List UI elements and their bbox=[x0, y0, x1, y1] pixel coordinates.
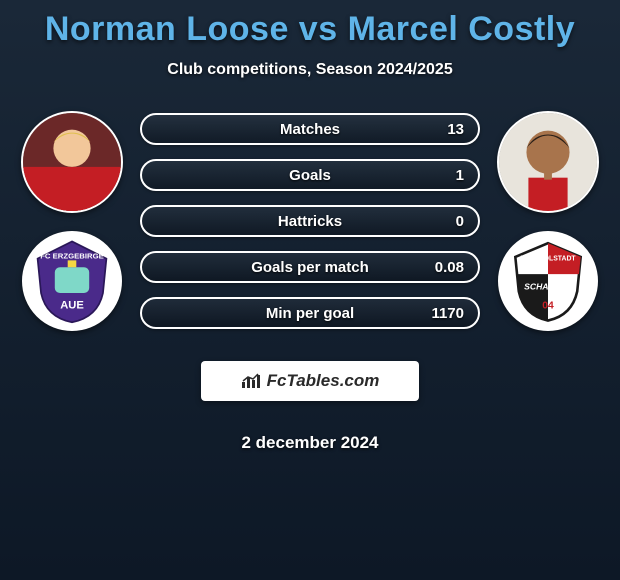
brand-logo: FcTables.com bbox=[201, 361, 419, 401]
stat-right-value: 13 bbox=[447, 121, 464, 138]
right-club-badge: FC INGOLSTADT SCHANZER 04 bbox=[498, 231, 598, 331]
svg-text:04: 04 bbox=[542, 301, 554, 312]
left-player-column: FC ERZGEBIRGE AUE bbox=[21, 107, 123, 331]
stat-right-value: 0 bbox=[456, 213, 464, 230]
stat-right-value: 0.08 bbox=[435, 259, 464, 276]
stat-label: Hattricks bbox=[278, 213, 342, 230]
stat-row-hattricks: Hattricks 0 bbox=[140, 205, 480, 237]
right-player-column: FC INGOLSTADT SCHANZER 04 bbox=[497, 107, 599, 331]
stat-right-value: 1 bbox=[456, 167, 464, 184]
person-icon bbox=[23, 111, 121, 213]
stats-column: Matches 13 Goals 1 Hattricks 0 Goals per… bbox=[135, 107, 485, 453]
subtitle: Club competitions, Season 2024/2025 bbox=[167, 61, 452, 79]
stat-label: Min per goal bbox=[266, 305, 354, 322]
left-club-badge: FC ERZGEBIRGE AUE bbox=[22, 231, 122, 331]
stat-row-gpm: Goals per match 0.08 bbox=[140, 251, 480, 283]
page-title: Norman Loose vs Marcel Costly bbox=[45, 10, 575, 49]
stat-row-mpg: Min per goal 1170 bbox=[140, 297, 480, 329]
comparison-card: Norman Loose vs Marcel Costly Club compe… bbox=[0, 0, 620, 463]
bar-chart-icon bbox=[241, 372, 263, 390]
club-crest-icon: FC INGOLSTADT SCHANZER 04 bbox=[505, 238, 591, 324]
club-crest-icon: FC ERZGEBIRGE AUE bbox=[29, 238, 115, 324]
svg-text:AUE: AUE bbox=[60, 300, 84, 312]
date-label: 2 december 2024 bbox=[241, 433, 378, 453]
right-player-avatar bbox=[497, 111, 599, 213]
stat-right-value: 1170 bbox=[431, 305, 464, 322]
main-area: FC ERZGEBIRGE AUE Matches 13 Goals 1 Hat… bbox=[0, 107, 620, 453]
person-icon bbox=[499, 111, 597, 213]
svg-text:FC INGOLSTADT: FC INGOLSTADT bbox=[520, 255, 576, 262]
stat-row-matches: Matches 13 bbox=[140, 113, 480, 145]
svg-text:FC ERZGEBIRGE: FC ERZGEBIRGE bbox=[40, 252, 104, 261]
stat-label: Goals per match bbox=[251, 259, 369, 276]
svg-text:SCHANZER: SCHANZER bbox=[524, 282, 573, 292]
stat-row-goals: Goals 1 bbox=[140, 159, 480, 191]
stat-label: Matches bbox=[280, 121, 340, 138]
brand-name: FcTables.com bbox=[267, 371, 380, 391]
stat-label: Goals bbox=[289, 167, 331, 184]
left-player-avatar bbox=[21, 111, 123, 213]
